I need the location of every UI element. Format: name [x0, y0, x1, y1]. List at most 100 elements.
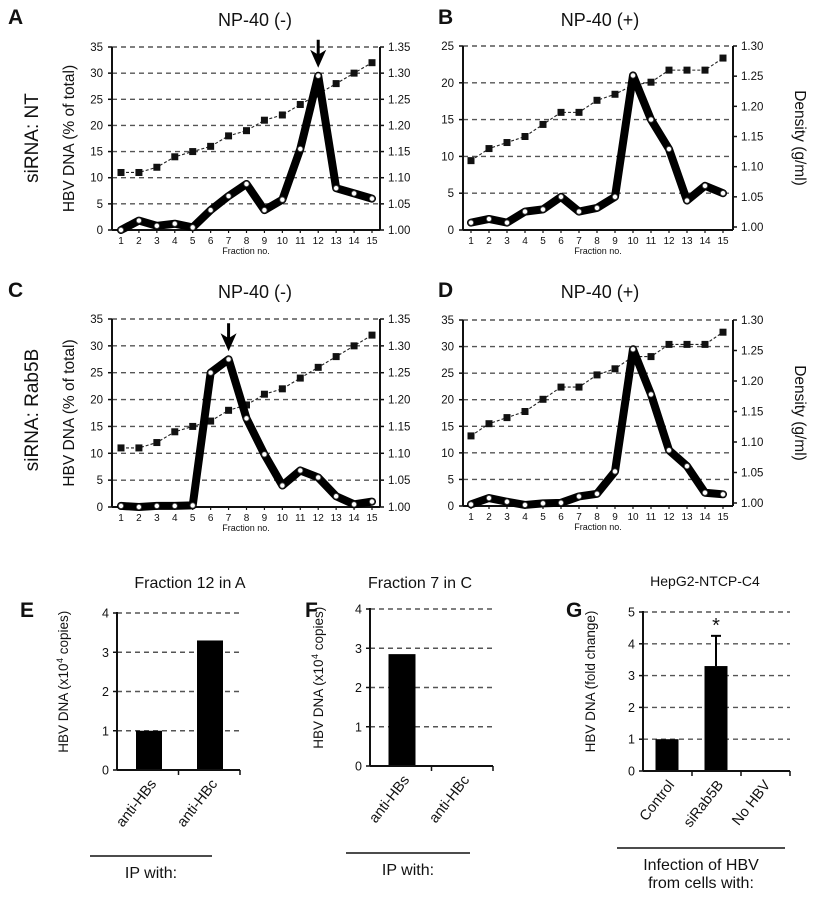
y-right-tick-label: 1.05: [741, 468, 763, 480]
y-tick-label: 35: [90, 314, 103, 326]
group-label: Infection of HBV: [643, 857, 759, 874]
hbv-dna-point: [612, 193, 619, 200]
y-right-tick-label: 1.00: [741, 498, 763, 510]
panel-label-e: E: [20, 599, 34, 622]
y-right-tick-label: 1.05: [388, 199, 410, 211]
category-label: Control: [637, 778, 678, 825]
chart-title: NP-40 (+): [561, 282, 640, 302]
hbv-dna-point: [702, 489, 709, 496]
hbv-dna-point: [297, 145, 304, 152]
x-tick-label: 9: [262, 236, 268, 247]
y-right-tick-label: 1.00: [388, 502, 410, 514]
hbv-dna-point: [225, 356, 232, 363]
density-point: [647, 78, 655, 86]
y-right-axis-title: Density (g/ml): [791, 90, 808, 186]
hbv-dna-point: [467, 501, 474, 508]
density-point: [701, 66, 709, 74]
chart-panel-c: NP-40 (-)051015202530351.001.051.101.151…: [61, 282, 410, 533]
density-point: [701, 340, 709, 348]
x-tick-label: 5: [540, 512, 546, 523]
x-tick-label: 4: [172, 513, 178, 524]
y-tick-label: 25: [90, 94, 103, 106]
chart-panel-g: HepG2-NTCP-C4 0 1 2 3 4 5 HBV DNA (fold change)…: [583, 573, 791, 892]
x-tick-label: 15: [366, 513, 378, 524]
hbv-dna-point: [243, 415, 250, 422]
y-tick-label: 0: [97, 502, 103, 514]
x-axis-title: Fraction no.: [574, 522, 622, 532]
x-tick-label: 13: [331, 236, 343, 247]
chart-panel-a: NP-40 (-)051015202530351.001.051.101.151…: [61, 10, 410, 256]
y-right-tick-label: 1.10: [741, 437, 763, 449]
x-tick-label: 2: [136, 236, 142, 247]
hbv-dna-point: [207, 369, 214, 376]
y-tick-label: 0: [97, 225, 103, 237]
hbv-dna-point: [315, 474, 322, 481]
density-point: [117, 168, 125, 176]
panel-label-d: D: [438, 279, 453, 302]
x-tick-label: 11: [646, 512, 657, 523]
x-tick-label: 8: [594, 236, 600, 247]
x-tick-label: 10: [627, 236, 639, 247]
hbv-dna-point: [171, 220, 178, 227]
x-tick-label: 2: [486, 236, 492, 247]
y-axis-title: HBV DNA (fold change): [583, 611, 598, 753]
y-tick-label: 4: [628, 637, 635, 651]
hbv-dna-point: [612, 468, 619, 475]
y-tick-label: 4: [355, 603, 362, 617]
density-point: [153, 439, 161, 447]
hbv-dna-point: [297, 467, 304, 474]
y-right-tick-label: 1.15: [388, 147, 410, 159]
x-tick-label: 13: [681, 512, 693, 523]
density-point: [260, 390, 268, 398]
hbv-dna-point: [522, 501, 529, 508]
hbv-dna-point: [522, 208, 529, 215]
density-point: [332, 80, 340, 88]
hbv-dna-point: [540, 500, 547, 507]
density-point: [575, 108, 583, 116]
hbv-dna-point: [351, 501, 358, 508]
hbv-dna-point: [630, 346, 637, 353]
hbv-dna-point: [702, 182, 709, 189]
x-tick-label: 7: [226, 513, 232, 524]
y-tick-label: 10: [90, 173, 103, 185]
x-tick-label: 14: [699, 236, 711, 247]
group-label: IP with:: [382, 862, 434, 879]
y-tick-label: 25: [441, 41, 454, 53]
x-tick-label: 4: [522, 512, 528, 523]
x-tick-label: 6: [558, 512, 564, 523]
x-tick-label: 1: [468, 512, 474, 523]
bar: [704, 666, 728, 771]
y-right-tick-label: 1.10: [741, 162, 763, 174]
y-tick-label: 10: [441, 151, 454, 163]
hbv-dna-point: [720, 190, 727, 197]
y-tick-label: 4: [102, 607, 109, 621]
y-right-tick-label: 1.20: [741, 101, 763, 113]
y-tick-label: 0: [448, 501, 454, 513]
y-right-tick-label: 1.25: [388, 368, 410, 380]
y-right-tick-label: 1.30: [388, 341, 410, 353]
density-point: [314, 363, 322, 371]
density-point: [593, 96, 601, 104]
hbv-dna-point: [279, 482, 286, 489]
y-right-tick-label: 1.30: [388, 68, 410, 80]
x-axis-title: Fraction no.: [222, 246, 270, 256]
panel-label-g: G: [566, 599, 582, 622]
y-right-tick-label: 1.20: [741, 376, 763, 388]
y-tick-label: 15: [90, 421, 103, 433]
density-point: [665, 340, 673, 348]
hbv-dna-point: [467, 219, 474, 226]
hbv-dna-point: [594, 204, 601, 211]
y-tick-label: 35: [441, 315, 454, 327]
x-tick-label: 1: [468, 236, 474, 247]
x-tick-label: 12: [313, 513, 325, 524]
density-point: [683, 340, 691, 348]
bar: [197, 640, 223, 770]
y-tick-label: 1: [102, 724, 109, 738]
hbv-dna-point: [485, 495, 492, 502]
y-right-tick-label: 1.15: [388, 421, 410, 433]
hbv-dna-point: [261, 451, 268, 458]
x-tick-label: 8: [594, 512, 600, 523]
x-tick-label: 9: [612, 512, 618, 523]
density-point: [296, 101, 304, 109]
